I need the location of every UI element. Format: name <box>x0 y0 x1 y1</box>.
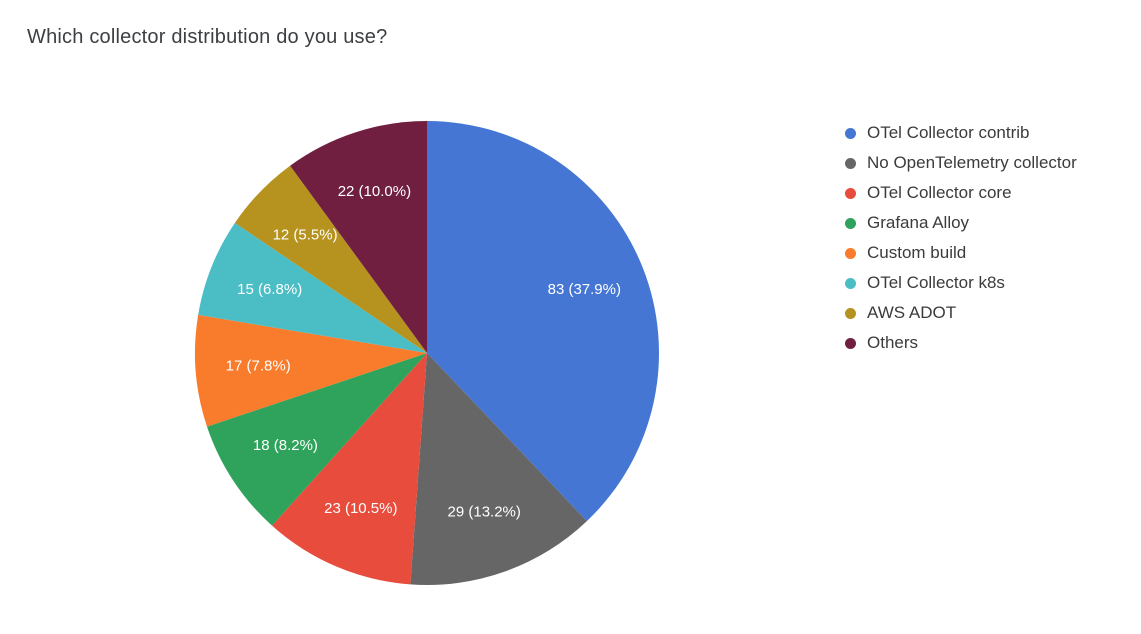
legend-item-grafana-alloy[interactable]: Grafana Alloy <box>845 208 1077 238</box>
legend-item-label: OTel Collector core <box>867 183 1012 202</box>
pie-slice-value-label: 17 (7.8%) <box>226 357 291 374</box>
legend-item-label: Others <box>867 333 919 352</box>
legend-item-label: Custom build <box>867 243 967 262</box>
pie-slice-value-label: 12 (5.5%) <box>273 226 338 243</box>
legend-color-dot-icon <box>845 337 856 349</box>
legend-item-others[interactable]: Others <box>845 328 1077 358</box>
pie-slice-no-opentelemetry-collector[interactable] <box>410 353 587 585</box>
pie-slice-otel-collector-core[interactable] <box>272 353 427 585</box>
legend-item-aws-adot[interactable]: AWS ADOT <box>845 298 1077 328</box>
pie-slice-value-label: 15 (6.8%) <box>237 281 302 298</box>
legend-item-label: OTel Collector contrib <box>867 123 1030 142</box>
legend-color-dot-icon <box>845 247 856 259</box>
legend-color-dot-icon <box>845 277 856 289</box>
pie-slice-value-label: 29 (13.2%) <box>448 503 521 520</box>
legend-item-label: OTel Collector k8s <box>867 273 1005 292</box>
pie-slice-value-label: 22 (10.0%) <box>338 183 411 200</box>
legend-color-dot-icon <box>845 187 856 199</box>
pie-slice-value-label: 23 (10.5%) <box>324 500 397 517</box>
legend-item-label: No OpenTelemetry collector <box>867 153 1077 172</box>
pie-slice-value-label: 18 (8.2%) <box>253 437 318 454</box>
legend-color-dot-icon <box>845 127 856 139</box>
legend-color-dot-icon <box>845 157 856 169</box>
chart-title: Which collector distribution do you use? <box>27 26 388 48</box>
pie-slice-aws-adot[interactable] <box>234 165 427 353</box>
legend-color-dot-icon <box>845 217 856 229</box>
pie-slice-otel-collector-contrib[interactable] <box>427 121 659 522</box>
legend-item-otel-collector-contrib[interactable]: OTel Collector contrib <box>845 118 1077 148</box>
legend-item-label: Grafana Alloy <box>867 213 970 232</box>
pie-slice-value-label: 83 (37.9%) <box>548 281 621 298</box>
pie-slice-custom-build[interactable] <box>194 314 427 427</box>
legend-item-otel-collector-k8s[interactable]: OTel Collector k8s <box>845 268 1077 298</box>
pie-slice-grafana-alloy[interactable] <box>206 353 427 526</box>
legend-item-label: AWS ADOT <box>867 303 957 322</box>
legend: OTel Collector contrib No OpenTelemetry c… <box>845 118 1077 358</box>
legend-item-custom-build[interactable]: Custom build <box>845 238 1077 268</box>
legend-color-dot-icon <box>845 307 856 319</box>
legend-item-no-opentelemetry-collector[interactable]: No OpenTelemetry collector <box>845 148 1077 178</box>
pie-slice-others[interactable] <box>290 121 427 353</box>
pie-slice-otel-collector-k8s[interactable] <box>198 222 427 353</box>
legend-item-otel-collector-core[interactable]: OTel Collector core <box>845 178 1077 208</box>
